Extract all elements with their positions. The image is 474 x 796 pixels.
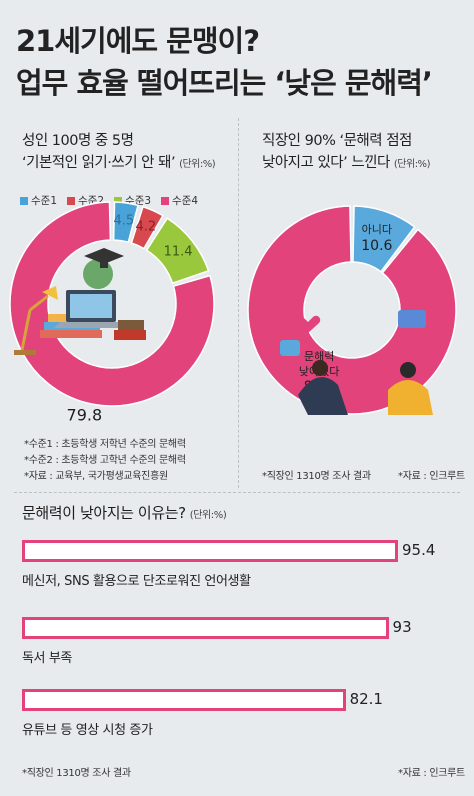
like-icon [280,340,300,356]
donut-slice [247,205,457,415]
donut-slice [9,201,215,407]
book-stack-icon [40,330,102,338]
bottom-title: 문해력이 낮아지는 이유는? [22,504,186,522]
donut-slice [145,217,210,285]
people-illustration [280,310,445,415]
bar-category-label: 메신저, SNS 활용으로 단조로워진 언어생활 [22,574,251,589]
legend-label: 수준1 [31,195,58,207]
left-unit: (단위:%) [179,159,216,170]
donut-data-label: 4.2 [136,220,157,235]
page-title-line2: 업무 효율 떨어뜨리는 ‘낮은 문해력’ [16,66,433,100]
bar-value-label: 95.4 [402,541,436,559]
bar-category-label: 독서 부족 [22,651,72,666]
left-note-1: *수준1 : 초등학생 저학년 수준의 문해력 [24,439,186,450]
donut-data-label: 문해력 [304,349,334,363]
left-note-2: *수준2 : 초등학생 고학년 수준의 문해력 [24,455,186,466]
heart-icon [423,334,445,349]
donut-data-label: 79.8 [67,405,103,424]
left-note-3: *자료 : 교육부, 국가평생교육진흥원 [24,471,168,482]
legend-swatch [114,196,123,205]
globe-icon [83,259,113,289]
person-sitting-icon [298,377,348,415]
right-note-left: *직장인 1310명 조사 결과 [262,471,371,482]
right-note-right: *자료 : 인크루트 [398,471,465,482]
left-subtitle-line2: ‘기본적인 읽기·쓰기 안 돼’ [22,155,176,171]
donut-data-label: 4.5 [114,213,135,228]
donut-slice [352,205,416,273]
right-subtitle-line2: 낮아지고 있다’ 느낀다 [262,155,390,171]
bar-value-label: 82.1 [349,690,383,708]
right-unit: (단위:%) [393,159,431,170]
bar-category-label: 유튜브 등 영상 시청 증가 [22,723,153,738]
bottom-note-left: *직장인 1310명 조사 결과 [22,768,131,779]
right-subtitle-line2-wrap: 낮아지고 있다’ 느낀다 (단위:%) [262,151,430,172]
bottom-note-right: *자료 : 인크루트 [398,768,465,779]
right-subtitle-line1: 직장인 90% ‘문해력 점점 [262,133,412,149]
left-subtitle-line2-wrap: ‘기본적인 읽기·쓰기 안 돼’ (단위:%) [22,151,216,172]
bar [22,540,398,562]
bar [22,617,389,639]
panel-divider [238,118,239,488]
donut-slice [130,205,164,250]
study-illustration [14,248,146,355]
desk-lamp-icon [20,309,32,351]
section-divider [14,492,460,493]
donut-data-label: 아니다 [362,223,392,236]
legend-swatch [20,196,28,205]
legend-swatch [161,196,170,205]
donut-data-label: 11.4 [164,245,193,260]
laptop-display [70,294,112,318]
bottom-unit: (단위:%) [189,510,227,521]
person-reading-icon [388,380,433,415]
laptop-base-icon [54,322,128,328]
bottom-title-wrap: 문해력이 낮아지는 이유는? (단위:%) [22,502,227,523]
lamp-head [42,286,58,300]
page-title-line1: 21세기에도 문맹이? [16,24,260,58]
person-head [312,360,328,376]
lamp-base [14,350,36,355]
legend-label: 수준4 [172,195,199,207]
literacy-level-donut: 4.5 4.2 11.4 79.8 [9,201,215,424]
legend-item-level4: 수준4 [161,193,198,208]
chat-bubble-icon [398,310,426,328]
donut-slice [112,201,139,244]
cap-band [100,258,108,268]
book-icon [118,320,144,330]
left-subtitle-line1: 성인 100명 중 5명 [22,133,134,149]
legend-swatch [67,196,76,205]
donut-data-label: 10.6 [361,238,392,254]
bar [22,689,346,711]
heart-icon [295,315,321,333]
graduation-cap-icon [84,248,124,264]
person-head [400,362,416,378]
legend-item-level1: 수준1 [20,193,57,208]
book-icon [114,330,146,340]
lamp-arm [29,294,49,312]
bar-value-label: 93 [392,618,412,636]
